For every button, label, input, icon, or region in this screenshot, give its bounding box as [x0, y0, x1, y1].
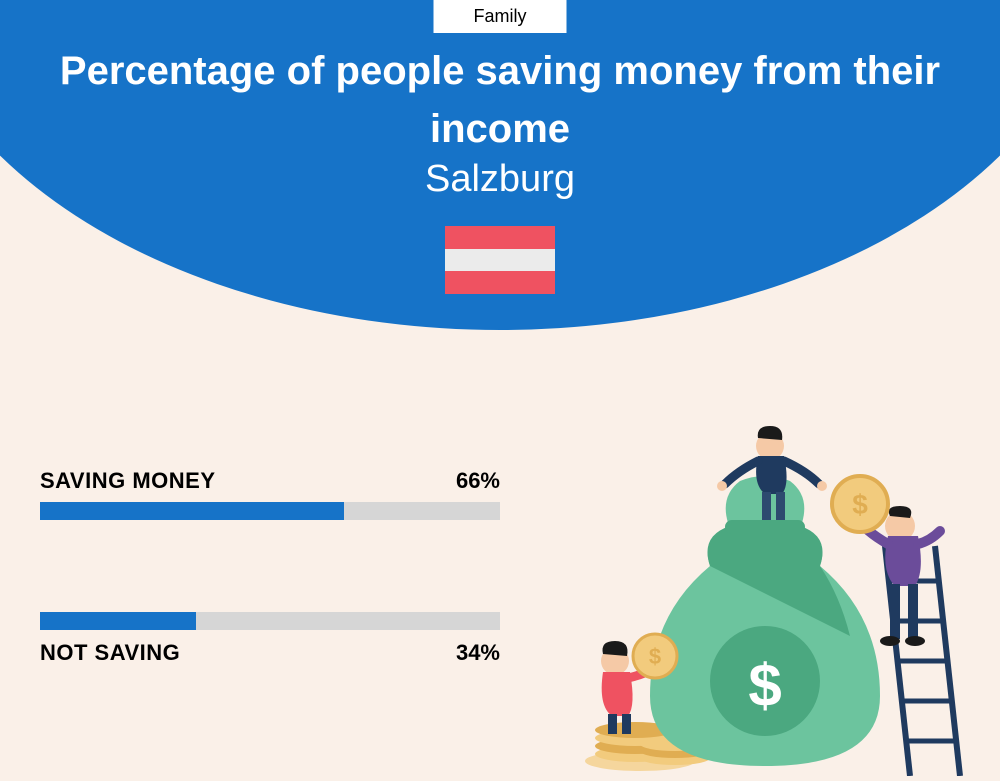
category-text: Family — [474, 6, 527, 26]
main-title: Percentage of people saving money from t… — [0, 42, 1000, 158]
bar-value-notsaving: 34% — [456, 640, 500, 666]
bar-group-notsaving: NOT SAVING 34% — [40, 612, 500, 666]
bar-fill-saving — [40, 502, 344, 520]
bar-track-saving — [40, 502, 500, 520]
savings-illustration: $ $ — [570, 416, 970, 776]
svg-text:$: $ — [649, 644, 661, 669]
flag-icon — [445, 226, 555, 294]
flag-stripe-bottom — [445, 271, 555, 294]
bar-value-saving: 66% — [456, 468, 500, 494]
bar-label-saving: SAVING MONEY — [40, 468, 216, 493]
svg-text:$: $ — [748, 652, 781, 719]
svg-text:$: $ — [852, 489, 868, 520]
bar-track-notsaving — [40, 612, 500, 630]
bar-label-notsaving: NOT SAVING — [40, 640, 180, 666]
flag-stripe-middle — [445, 249, 555, 272]
bars-container: SAVING MONEY 66% NOT SAVING 34% — [40, 468, 500, 666]
bar-group-saving: SAVING MONEY 66% — [40, 468, 500, 520]
bar-fill-notsaving — [40, 612, 196, 630]
category-badge: Family — [434, 0, 567, 33]
location-title: Salzburg — [0, 158, 1000, 201]
flag-stripe-top — [445, 226, 555, 249]
